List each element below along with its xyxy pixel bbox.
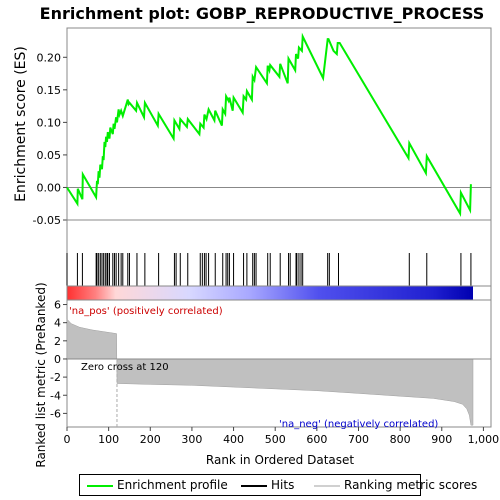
ranking-metric-area	[66, 318, 474, 426]
ranked-y-axis: -6 -4 -2 0 2 4 6	[50, 299, 67, 420]
ranking-heat-bar	[67, 286, 473, 300]
ranked-y-tick-label: -2	[50, 371, 61, 384]
ranked-x-label: Rank in Ordered Dataset	[206, 453, 354, 467]
legend-hits-swatch	[241, 485, 267, 487]
ranked-y-tick-label: -6	[50, 407, 61, 420]
ranked-y-label: Ranked list metric (PreRanked)	[34, 282, 48, 467]
ranked-x-tick-label: 0	[64, 433, 71, 446]
hits-panel	[66, 219, 492, 287]
ranked-x-tick-label: 1,000	[468, 433, 500, 446]
legend-profile-label: Enrichment profile	[117, 478, 228, 492]
ranked-y-tick-label: 0	[54, 353, 61, 366]
ranked-x-tick-label: 100	[98, 433, 119, 446]
es-y-tick-label: 0.00	[37, 181, 62, 194]
legend-ranking-swatch	[314, 485, 340, 487]
ranked-y-tick-label: 6	[54, 299, 61, 312]
legend: Enrichment profile Hits Ranking metric s…	[79, 474, 477, 496]
legend-hits-label: Hits	[271, 478, 295, 492]
ranked-x-tick-label: 300	[181, 433, 202, 446]
zero-cross-annotation: Zero cross at 120	[81, 362, 169, 373]
legend-ranking-label: Ranking metric scores	[344, 478, 478, 492]
ranked-x-tick-label: 700	[348, 433, 369, 446]
ranked-x-tick-label: 400	[223, 433, 244, 446]
ranked-y-tick-label: -4	[50, 389, 61, 402]
enrichment-profile-line	[66, 32, 472, 217]
ranked-y-tick-label: 4	[54, 317, 61, 330]
ranked-x-tick-label: 900	[431, 433, 452, 446]
chart-title: Enrichment plot: GOBP_REPRODUCTIVE_PROCE…	[40, 4, 485, 23]
ranked-x-axis: 0 100 200 300 400 500 600 700 800 900 1,000	[64, 427, 500, 446]
es-y-tick-label: 0.15	[37, 84, 62, 97]
es-y-tick-label: 0.05	[37, 149, 62, 162]
es-y-tick-label: 0.20	[37, 51, 62, 64]
ranked-x-tick-label: 800	[390, 433, 411, 446]
legend-profile-swatch	[87, 485, 113, 487]
ranked-x-tick-label: 200	[140, 433, 161, 446]
es-y-label: Enrichment score (ES)	[13, 46, 29, 202]
ranked-y-tick-label: 2	[54, 335, 61, 348]
hits-marks	[66, 253, 472, 286]
neg-annotation: 'na_neg' (negatively correlated)	[279, 419, 438, 430]
es-y-tick-label: 0.10	[37, 116, 62, 129]
ranked-x-tick-label: 600	[306, 433, 327, 446]
es-panel	[66, 27, 492, 221]
es-y-tick-label: -0.05	[33, 214, 61, 227]
es-y-axis: -0.05 0.00 0.05 0.10 0.15 0.20	[33, 51, 67, 227]
pos-annotation: 'na_pos' (positively correlated)	[69, 306, 223, 317]
ranked-x-tick-label: 500	[265, 433, 286, 446]
